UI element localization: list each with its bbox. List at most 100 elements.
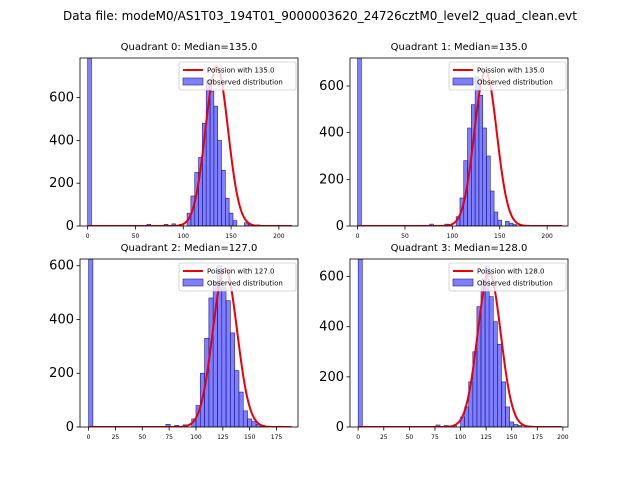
quadrant-0-frame [79, 57, 299, 227]
quadrant-0-hist-bar [217, 140, 222, 226]
quadrant-1-legend-label-poisson: Poission with 135.0 [477, 67, 545, 75]
quadrant-2-hist-bar [238, 391, 244, 427]
quadrant-3-frame [349, 258, 569, 428]
quadrant-3-x-tick-label: 25 [380, 434, 388, 441]
quadrant-0-x-tick-label: 200 [273, 233, 285, 240]
quadrant-1-tail-bar [508, 222, 514, 226]
quadrant-0-zero-bar [87, 58, 92, 226]
quadrant-0-title: Quadrant 0: Median=135.0 [121, 42, 258, 53]
quadrant-1-hist-bar [486, 155, 491, 226]
quadrant-0-legend-label-observed: Observed distribution [207, 79, 283, 87]
quadrant-3-title: Quadrant 3: Median=128.0 [391, 243, 528, 254]
quadrant-1-frame [349, 57, 569, 227]
quadrant-0-hist-bar [209, 90, 215, 226]
quadrant-1-legend-patch [452, 77, 474, 86]
quadrant-3-y-tick-label: 200 [319, 370, 344, 385]
quadrant-0-legend-patch [182, 77, 204, 86]
quadrant-3-poisson-curve [358, 271, 562, 427]
quadrant-3-x-tick-label: 150 [506, 434, 518, 441]
quadrant-2-y-tick-label: 400 [49, 312, 74, 327]
quadrant-3-plot-area [357, 259, 562, 427]
quadrant-0-x-tick-label: 150 [225, 233, 237, 240]
quadrant-1-tail-bar [505, 221, 510, 226]
quadrant-1-hist-bar [478, 95, 483, 226]
quadrant-1-hist-bar [489, 190, 495, 226]
quadrant-3-x-tick-label: 100 [455, 434, 467, 441]
quadrant-1-zero-bar [357, 58, 362, 226]
quadrant-0-legend-label-poisson: Poission with 135.0 [207, 67, 275, 75]
quadrant-3-hist-bar [505, 406, 510, 427]
quadrant-3-legend-box [448, 262, 567, 292]
quadrant-2-x-tick-label: 25 [112, 434, 120, 441]
quadrant-1-y-tick-label: 400 [319, 126, 344, 141]
quadrant-3-legend-label-poisson: Poission with 128.0 [477, 268, 545, 276]
quadrant-1-legend: Poission with 135.0 Observed distribution [448, 61, 567, 91]
quadrant-1-x-tick-label: 0 [356, 233, 360, 240]
quadrant-1-legend-box [448, 61, 567, 91]
quadrant-2-hist-bar [234, 370, 240, 427]
quadrant-2-axes: 0 25 50 75 100 125 150 175 0 200 400 600 Quadrant 2:… [49, 243, 299, 441]
quadrant-2-title: Quadrant 2: Median=127.0 [121, 243, 258, 254]
quadrant-3-y-tick-label: 0 [336, 420, 344, 435]
quadrant-3-legend: Poission with 128.0 Observed distribution [448, 262, 567, 292]
quadrant-2-zero-bar [88, 259, 94, 427]
quadrant-0-legend-box [178, 61, 297, 91]
quadrant-3-hist-bar [497, 343, 502, 427]
quadrant-2-x-tick-label: 150 [244, 434, 256, 441]
quadrant-1-hist-bar [493, 211, 499, 226]
quadrant-3-x-tick-label: 50 [406, 434, 414, 441]
quadrant-2-x-tick-label: 175 [271, 434, 283, 441]
quadrant-3-x-tick-label: 125 [480, 434, 492, 441]
quadrant-2-poisson-curve [88, 267, 292, 427]
quadrant-0-y-tick-label: 0 [66, 219, 74, 234]
quadrant-3-x-tick-label: 200 [557, 434, 569, 441]
quadrant-2-tail-bar [165, 424, 171, 427]
quadrant-3-legend-label-observed: Observed distribution [477, 280, 553, 288]
quadrant-0-hist-bar [232, 220, 238, 226]
quadrant-1-x-tick-label: 150 [494, 233, 506, 240]
quadrant-0-poisson-curve [87, 65, 293, 226]
quadrant-2-y-tick-label: 200 [49, 366, 74, 381]
quadrant-2-plot-area [88, 259, 292, 427]
quadrant-1-y-tick-label: 200 [319, 172, 344, 187]
quadrant-1-hist-bar [497, 219, 502, 226]
quadrant-2-tail-bar [247, 418, 253, 427]
quadrant-0-x-tick-label: 50 [132, 233, 140, 240]
quadrant-2-legend-label-poisson: Poission with 127.0 [207, 268, 275, 276]
quadrant-0-x-tick-label: 100 [178, 233, 190, 240]
quadrant-1-x-tick-label: 50 [401, 233, 409, 240]
quadrant-0-plot-area [87, 58, 293, 226]
quadrant-2-legend: Poission with 127.0 Observed distribution [178, 262, 297, 292]
quadrant-1-axes: 0 50 100 150 200 0 200 400 600 Quadrant 1: Median… [319, 42, 569, 240]
quadrant-0-hist-bar [228, 212, 234, 226]
quadrant-0-axes: 0 50 100 150 200 0 200 400 600 Quadrant 0: Median… [49, 42, 299, 240]
quadrant-0-x-tick-label: 0 [86, 233, 90, 240]
quadrant-3-hist-bar [501, 381, 506, 427]
quadrant-3-axes: 0 25 50 75 100 125 150 175 200 0 200 400 600 Quadrant… [319, 243, 569, 441]
quadrant-1-hist-bar [482, 127, 487, 226]
quadrant-2-legend-label-observed: Observed distribution [207, 280, 283, 288]
quadrant-2-x-tick-label: 75 [165, 434, 173, 441]
quadrant-2-tail-bar [251, 421, 257, 427]
quadrant-2-hist-bar [242, 410, 248, 427]
quadrant-2-frame [79, 258, 299, 428]
quadrant-1-x-tick-label: 200 [541, 233, 553, 240]
quadrant-0-legend: Poission with 135.0 Observed distribution [178, 61, 297, 91]
quadrant-3-hist-bar [488, 296, 494, 427]
quadrant-1-title: Quadrant 1: Median=135.0 [391, 42, 528, 53]
quadrant-0-hist-bar [225, 197, 230, 226]
quadrant-3-x-tick-label: 75 [431, 434, 439, 441]
quadrant-1-legend-label-observed: Observed distribution [477, 79, 553, 87]
quadrant-3-hist-bar [492, 321, 498, 427]
quadrant-3-x-tick-label: 0 [356, 434, 360, 441]
quadrant-1-x-tick-label: 100 [447, 233, 459, 240]
quadrant-2-hist-bar [221, 286, 227, 427]
quadrant-1-tail-bar [512, 224, 518, 226]
quadrant-2-legend-box [178, 262, 297, 292]
quadrant-1-plot-area [357, 58, 563, 226]
quadrant-2-x-tick-label: 50 [138, 434, 146, 441]
quadrant-2-hist-bar [225, 300, 231, 427]
quadrant-0-y-tick-label: 600 [49, 91, 74, 106]
quadrant-2-y-tick-label: 0 [66, 420, 74, 435]
